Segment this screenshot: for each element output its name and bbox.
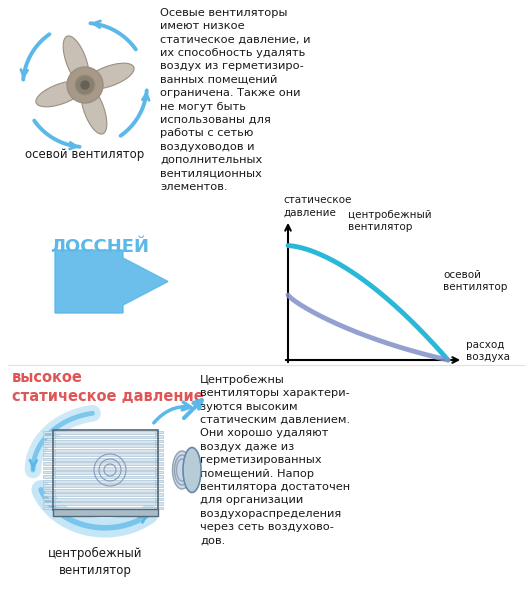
Bar	[53, 509, 158, 516]
Bar	[43, 462, 55, 465]
Polygon shape	[55, 250, 168, 313]
Bar	[155, 484, 163, 487]
Ellipse shape	[183, 447, 201, 493]
Text: Осевые вентиляторы
имеют низкое
статическое давление, и
их способность удалять
в: Осевые вентиляторы имеют низкое статичес…	[160, 8, 311, 191]
Bar	[53, 440, 158, 443]
Bar	[43, 480, 55, 482]
Bar	[43, 431, 55, 433]
Circle shape	[67, 67, 103, 103]
Bar	[43, 476, 55, 478]
Text: расход
воздуха: расход воздуха	[466, 340, 510, 362]
Bar	[53, 498, 158, 501]
Bar	[53, 431, 158, 434]
Bar	[43, 444, 55, 447]
Bar	[155, 436, 163, 438]
Text: центробежный
вентилятор: центробежный вентилятор	[48, 547, 142, 577]
Bar	[53, 458, 158, 461]
Bar	[155, 467, 163, 469]
Bar	[43, 507, 55, 509]
Circle shape	[75, 75, 95, 95]
Bar	[53, 502, 158, 505]
Ellipse shape	[177, 459, 187, 481]
Bar	[53, 453, 158, 456]
Bar	[155, 440, 163, 442]
Ellipse shape	[172, 451, 192, 489]
Bar	[53, 484, 158, 487]
Bar	[155, 444, 163, 447]
Bar	[53, 462, 158, 465]
Bar	[53, 430, 158, 510]
Bar	[155, 449, 163, 451]
Bar	[43, 458, 55, 460]
Bar	[155, 480, 163, 482]
Text: осевой
вентилятор: осевой вентилятор	[443, 270, 508, 293]
Bar	[155, 476, 163, 478]
Bar	[43, 489, 55, 491]
Bar	[53, 471, 158, 474]
Bar	[155, 453, 163, 456]
Bar	[53, 476, 158, 478]
Bar	[155, 431, 163, 433]
Bar	[43, 467, 55, 469]
Ellipse shape	[81, 85, 107, 134]
Text: статическое
давление: статическое давление	[283, 195, 351, 218]
Bar	[43, 449, 55, 451]
Bar	[43, 440, 55, 442]
Text: Центробежны
вентиляторы характери-
зуются высоким
статическим давлением.
Они хор: Центробежны вентиляторы характери- зуютс…	[200, 375, 350, 545]
Ellipse shape	[63, 36, 89, 85]
Text: ЛОССНЕЙ: ЛОССНЕЙ	[50, 238, 149, 256]
Bar	[155, 471, 163, 473]
Bar	[43, 471, 55, 473]
Bar	[155, 462, 163, 465]
Bar	[53, 436, 158, 438]
Bar	[155, 493, 163, 496]
Bar	[53, 480, 158, 483]
Bar	[53, 493, 158, 496]
Ellipse shape	[174, 455, 189, 485]
Ellipse shape	[36, 81, 85, 107]
Text: центробежный
вентилятор: центробежный вентилятор	[348, 210, 431, 232]
Bar	[43, 493, 55, 496]
Bar	[155, 502, 163, 505]
Bar	[155, 498, 163, 500]
Bar	[43, 502, 55, 505]
Bar	[155, 489, 163, 491]
Bar	[155, 458, 163, 460]
Bar	[43, 498, 55, 500]
Bar	[155, 507, 163, 509]
Bar	[53, 507, 158, 510]
Bar	[43, 436, 55, 438]
Ellipse shape	[85, 63, 134, 89]
Bar	[43, 484, 55, 487]
Text: осевой вентилятор: осевой вентилятор	[26, 148, 145, 161]
Bar	[53, 444, 158, 447]
Circle shape	[81, 81, 89, 89]
Bar	[53, 489, 158, 491]
Bar	[53, 467, 158, 470]
Bar	[43, 453, 55, 456]
Text: высокое
статическое давление: высокое статическое давление	[12, 370, 204, 404]
Bar	[53, 449, 158, 451]
